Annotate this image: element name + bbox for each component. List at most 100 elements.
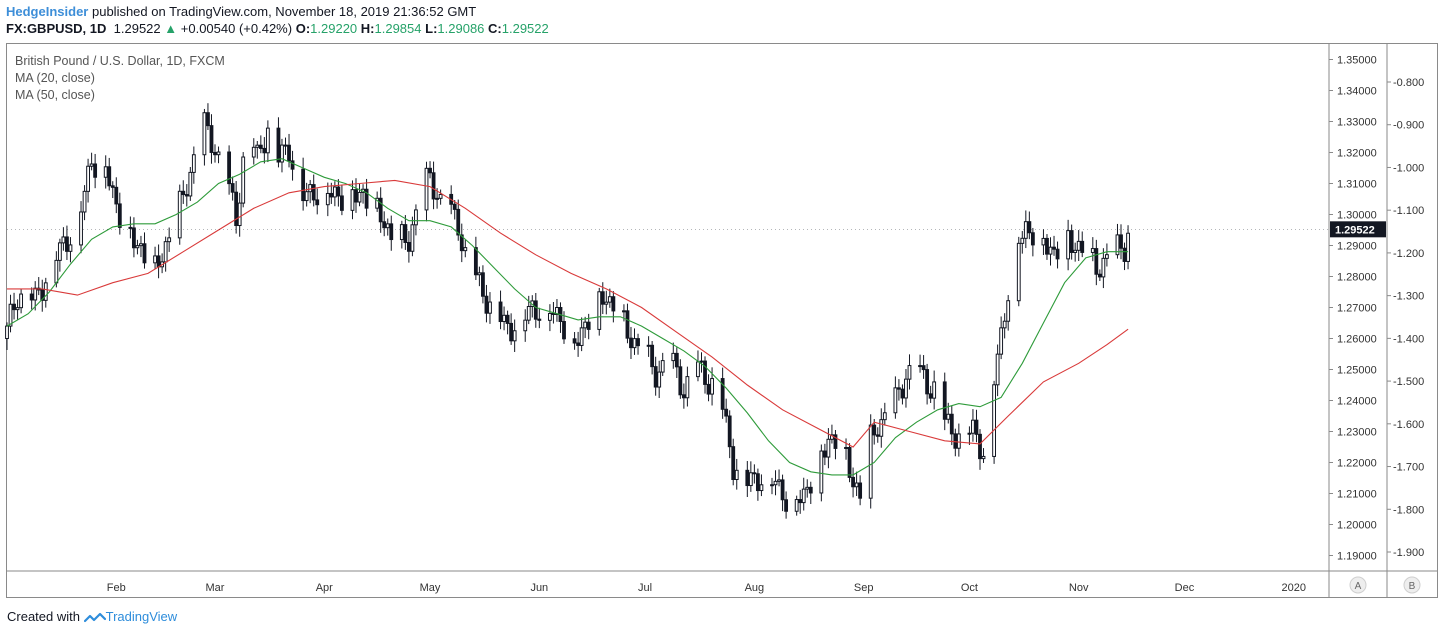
candle-up — [699, 360, 704, 363]
candle-up — [1073, 249, 1078, 253]
candle-down — [896, 387, 901, 390]
candle-down — [858, 482, 863, 499]
candle-up — [54, 259, 59, 284]
candle-up — [1126, 232, 1130, 262]
candle-up — [1076, 240, 1081, 251]
candle-down — [1055, 248, 1060, 260]
time-axis-label: 2020 — [1282, 582, 1306, 594]
candle-down — [65, 236, 69, 252]
candle-down — [953, 433, 958, 449]
candle-down — [1069, 230, 1074, 253]
candle-down — [600, 291, 605, 305]
candle-up — [167, 237, 172, 243]
tradingview-logo-icon — [83, 612, 106, 622]
candle-down — [833, 434, 838, 449]
candle-down — [572, 338, 577, 344]
candle-down — [720, 378, 725, 410]
price-tick-label: 1.28000 — [1337, 272, 1377, 284]
candle-up — [79, 211, 83, 246]
candle-down — [808, 486, 813, 494]
candle-up — [163, 241, 168, 263]
current-price-tag — [1330, 221, 1386, 238]
candle-down — [142, 243, 147, 264]
candle-down — [339, 195, 344, 211]
candle-down — [674, 352, 679, 368]
open-value: 1.29220 — [310, 21, 358, 36]
candle-up — [579, 327, 584, 346]
candle-down — [798, 499, 803, 504]
candle-up — [410, 224, 415, 252]
candle-down — [562, 321, 566, 340]
publish-line: HedgeInsider published on TradingView.co… — [6, 4, 476, 19]
candle-down — [336, 186, 341, 197]
candle-down — [29, 293, 34, 301]
candle-down — [928, 393, 933, 399]
candle-up — [893, 387, 898, 414]
candle-up — [932, 381, 937, 399]
candle-down — [611, 296, 616, 312]
chart-frame — [6, 43, 1438, 598]
price-tick-label: 1.34000 — [1337, 86, 1377, 98]
ma50-line — [7, 179, 1129, 448]
candle-up — [308, 184, 313, 193]
author-link[interactable]: HedgeInsider — [6, 4, 89, 19]
candle-up — [202, 112, 207, 156]
secondary-tick-label: -0.900 — [1393, 120, 1424, 132]
candle-up — [773, 480, 778, 486]
candle-down — [206, 112, 210, 127]
candle-down — [452, 203, 457, 210]
candle-up — [1002, 320, 1007, 329]
candle-up — [523, 319, 528, 332]
candle-down — [1030, 232, 1035, 246]
legend-ma20[interactable]: MA (20, close) — [15, 71, 95, 85]
candle-down — [227, 151, 232, 185]
candle-up — [488, 301, 492, 314]
candle-down — [276, 127, 281, 163]
symbol-label: FX:GBPUSD, 1D — [6, 21, 107, 36]
candle-up — [255, 144, 260, 148]
candle-up — [280, 144, 284, 163]
candle-down — [364, 188, 369, 209]
candle-down — [706, 383, 711, 395]
secondary-tick-label: -1.600 — [1393, 419, 1424, 431]
candle-down — [1122, 247, 1127, 262]
candle-up — [1023, 221, 1028, 239]
price-tick-label: 1.35000 — [1337, 55, 1377, 67]
candle-up — [463, 247, 468, 252]
candle-up — [597, 291, 602, 330]
tradingview-brand[interactable]: TradingView — [105, 609, 178, 624]
candle-down — [290, 160, 295, 170]
candle-down — [949, 413, 954, 435]
published-text: published on TradingView.com, November 1… — [91, 4, 477, 19]
current-price-label: 1.29522 — [1335, 224, 1375, 236]
auto-scale-button[interactable] — [1349, 576, 1367, 594]
candle-up — [882, 412, 887, 421]
candle-up — [607, 296, 612, 303]
time-axis-label: Oct — [961, 582, 978, 594]
high-value: 1.29854 — [374, 21, 422, 36]
price-tick-label: 1.22000 — [1337, 458, 1377, 470]
price-tick-label: 1.31000 — [1337, 179, 1377, 191]
price-tick-label: 1.19000 — [1337, 551, 1377, 563]
legend-ma50[interactable]: MA (50, close) — [15, 88, 95, 102]
candle-down — [107, 166, 112, 187]
candle-up — [103, 166, 108, 178]
candle-up — [995, 353, 1000, 386]
candle-down — [653, 366, 658, 388]
candle-down — [498, 301, 503, 323]
candle-down — [942, 381, 947, 420]
secondary-tick-label: -1.500 — [1393, 376, 1424, 388]
candle-up — [375, 197, 380, 209]
candle-up — [177, 190, 182, 239]
candle-down — [234, 191, 239, 227]
candle-down — [213, 151, 217, 156]
candle-up — [43, 282, 48, 301]
price-tick-label: 1.21000 — [1337, 489, 1377, 501]
price-tick-label: 1.24000 — [1337, 396, 1377, 408]
log-scale-button[interactable] — [1403, 576, 1421, 594]
candle-down — [311, 184, 316, 201]
candle-up — [1020, 237, 1025, 244]
secondary-tick-label: -1.300 — [1393, 291, 1424, 303]
footer: Created with TradingView — [7, 609, 177, 625]
